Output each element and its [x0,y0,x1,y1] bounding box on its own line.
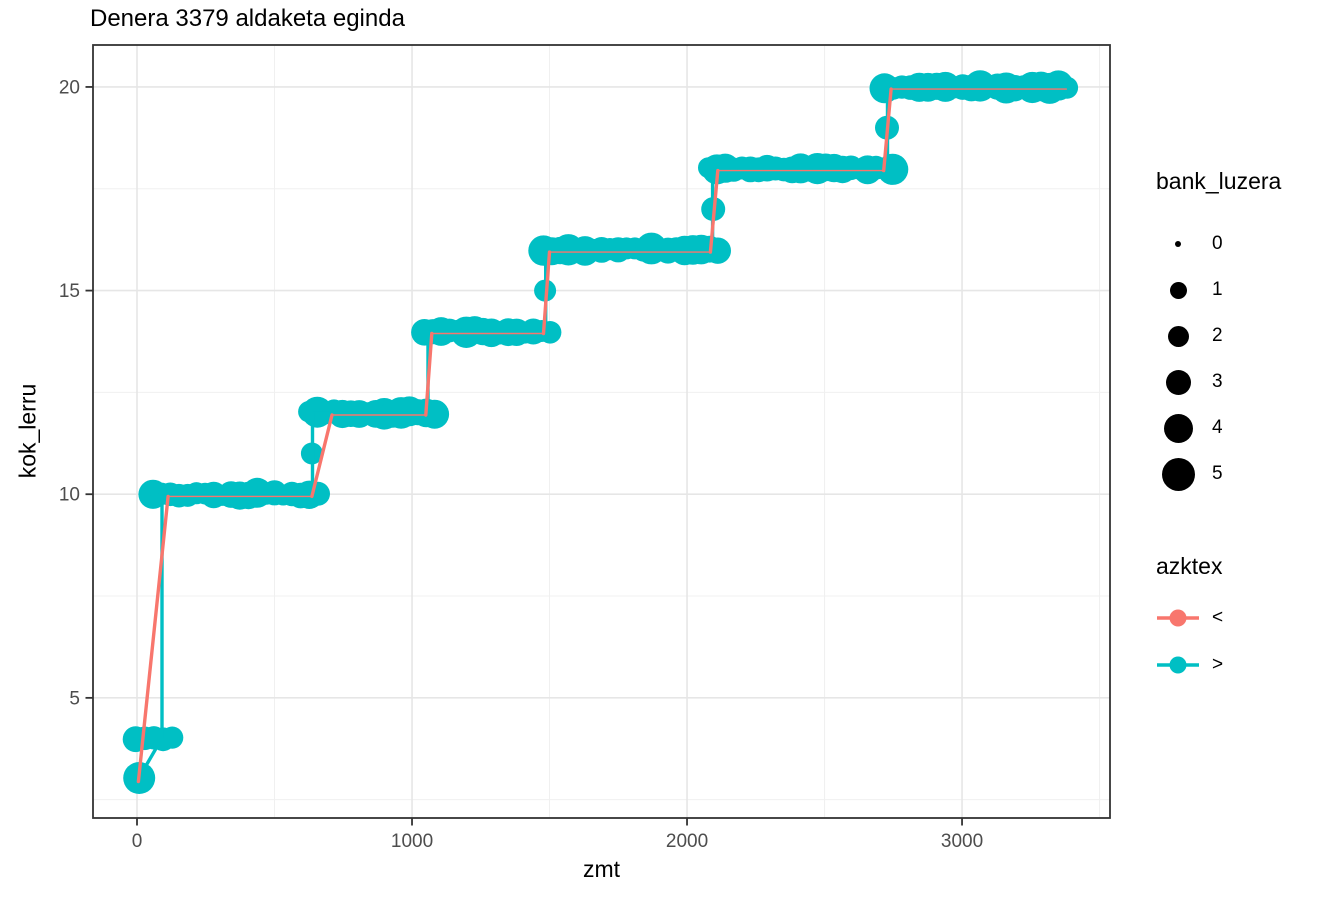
x-tick-label: 0 [132,831,143,852]
legend-size-item: 3 [1156,359,1342,405]
chart-title: Denera 3379 aldaketa eginda [90,5,405,32]
y-tick-label: 20 [59,77,80,98]
legend-size-swatch [1156,413,1200,443]
legend-color-item: > [1156,641,1342,688]
size-dot-icon [1165,369,1191,395]
legend-size-swatch [1156,369,1200,395]
legend-size-label: 3 [1212,371,1223,392]
legend-size-label: 4 [1212,417,1223,438]
line-gt-segment [136,736,164,781]
legend-size-items: 0 1 2 3 4 5 [1156,221,1342,497]
legend-size-label: 5 [1212,463,1223,484]
legend-color-label: > [1212,653,1224,675]
legend-color-item: < [1156,594,1342,641]
legend-color-swatch [1156,654,1200,676]
line-lt-segment [136,494,170,784]
x-tick-label: 1000 [391,831,433,852]
legend-size-label: 1 [1212,279,1223,300]
axes: 0 1000 2000 3000 5 10 15 20 [59,77,983,852]
x-tick-label: 3000 [941,831,983,852]
size-dot-icon [1163,413,1193,443]
legend-size-title: bank_luzera [1156,168,1282,194]
legend-color-label: < [1212,606,1224,628]
legend-color-items: < > [1156,594,1342,688]
line-dot-sample-icon [1157,609,1199,626]
legend-color-title: azktex [1156,553,1223,579]
legend-size-item: 5 [1156,451,1342,497]
band-point [161,726,184,749]
legend-size-swatch [1156,457,1200,491]
data-points [122,70,1079,794]
legend-size-swatch [1156,325,1200,347]
legend-size-swatch [1156,241,1200,247]
legend-size-item: 4 [1156,405,1342,451]
y-tick-label: 5 [69,688,80,709]
line-lt-segment [882,87,893,173]
y-tick-label: 15 [59,281,80,302]
legend-size-label: 0 [1212,233,1223,254]
line-lt-segment [310,413,334,499]
size-dot-icon [1167,325,1189,347]
line-dot-sample-icon [1157,656,1199,673]
band-point [877,153,909,185]
legend-size-item: 1 [1156,267,1342,313]
line-lt-segment [708,168,720,254]
legend-size-item: 0 [1156,221,1342,267]
x-axis-title: zmt [582,856,621,882]
line-lt-segment [424,331,434,417]
x-tick-label: 2000 [666,831,708,852]
legend-color-swatch [1156,607,1200,629]
y-axis-title: kok_lerru [14,383,41,479]
size-dot-icon [1175,241,1181,247]
legend-size-item: 2 [1156,313,1342,359]
y-tick-label: 10 [59,485,80,506]
legend-size-label: 2 [1212,325,1223,346]
trend-lines [136,84,1068,784]
legend-size-swatch [1156,281,1200,299]
panel-border [92,44,1111,819]
band-point [704,237,731,264]
band-point [1056,76,1079,99]
size-dot-icon [1169,281,1187,299]
size-dot-icon [1161,457,1195,491]
line-lt-segment [541,250,552,336]
gridlines [93,45,1110,818]
